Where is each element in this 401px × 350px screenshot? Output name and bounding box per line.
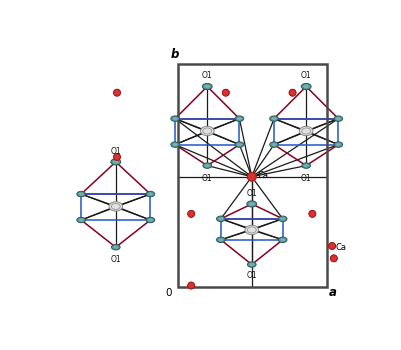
Ellipse shape — [146, 217, 154, 223]
Ellipse shape — [277, 237, 286, 243]
Circle shape — [328, 243, 335, 250]
Ellipse shape — [79, 193, 83, 196]
Text: b: b — [170, 48, 179, 61]
Ellipse shape — [303, 85, 308, 88]
Ellipse shape — [113, 246, 118, 249]
Text: Ca: Ca — [335, 243, 346, 252]
Text: O1: O1 — [246, 271, 257, 280]
Ellipse shape — [113, 160, 118, 163]
Ellipse shape — [204, 85, 209, 88]
Ellipse shape — [271, 143, 276, 146]
Ellipse shape — [237, 117, 241, 120]
Ellipse shape — [237, 143, 241, 146]
Ellipse shape — [269, 142, 277, 147]
Ellipse shape — [111, 159, 120, 165]
Ellipse shape — [109, 202, 122, 211]
Ellipse shape — [172, 117, 177, 120]
Ellipse shape — [235, 116, 243, 121]
Ellipse shape — [335, 143, 340, 146]
Circle shape — [330, 255, 336, 262]
Ellipse shape — [216, 216, 225, 222]
Ellipse shape — [170, 142, 179, 147]
Ellipse shape — [301, 163, 310, 168]
Ellipse shape — [269, 116, 277, 121]
Circle shape — [247, 172, 255, 181]
Ellipse shape — [299, 126, 312, 136]
Ellipse shape — [247, 227, 255, 233]
Text: O1: O1 — [300, 71, 311, 80]
Bar — [177, 64, 326, 287]
Text: O1: O1 — [201, 174, 212, 183]
Ellipse shape — [148, 218, 152, 222]
Ellipse shape — [247, 262, 255, 267]
Ellipse shape — [148, 193, 152, 196]
Ellipse shape — [77, 191, 85, 197]
Ellipse shape — [246, 201, 256, 207]
Ellipse shape — [301, 128, 310, 134]
Ellipse shape — [277, 216, 286, 222]
Ellipse shape — [172, 143, 177, 146]
Ellipse shape — [279, 217, 284, 220]
Ellipse shape — [200, 126, 213, 136]
Circle shape — [308, 210, 315, 217]
Ellipse shape — [77, 217, 85, 223]
Ellipse shape — [146, 191, 154, 197]
Text: O1: O1 — [246, 189, 257, 198]
Ellipse shape — [111, 245, 120, 250]
Ellipse shape — [235, 142, 243, 147]
Ellipse shape — [170, 116, 179, 121]
Text: O1: O1 — [300, 174, 311, 183]
Circle shape — [113, 89, 120, 96]
Text: a: a — [328, 286, 336, 300]
Ellipse shape — [300, 83, 310, 90]
Ellipse shape — [249, 263, 253, 266]
Text: 0: 0 — [164, 288, 171, 298]
Circle shape — [222, 89, 229, 96]
Circle shape — [288, 89, 295, 96]
Ellipse shape — [205, 164, 209, 167]
Ellipse shape — [202, 83, 212, 90]
Ellipse shape — [203, 128, 211, 134]
Ellipse shape — [249, 202, 254, 206]
Ellipse shape — [333, 142, 342, 147]
Circle shape — [187, 210, 194, 217]
Ellipse shape — [203, 163, 211, 168]
Text: O1: O1 — [110, 147, 121, 156]
Ellipse shape — [79, 218, 83, 222]
Ellipse shape — [303, 164, 308, 167]
Ellipse shape — [335, 117, 340, 120]
Ellipse shape — [216, 237, 225, 243]
Ellipse shape — [218, 238, 223, 241]
Circle shape — [187, 282, 194, 289]
Ellipse shape — [218, 217, 223, 220]
Ellipse shape — [271, 117, 276, 120]
Circle shape — [113, 154, 120, 160]
Ellipse shape — [279, 238, 284, 241]
Text: O1: O1 — [201, 71, 212, 80]
Ellipse shape — [333, 116, 342, 121]
Ellipse shape — [244, 225, 258, 235]
Ellipse shape — [111, 203, 120, 210]
Text: O1: O1 — [110, 255, 121, 264]
Text: Ca: Ca — [257, 171, 267, 180]
